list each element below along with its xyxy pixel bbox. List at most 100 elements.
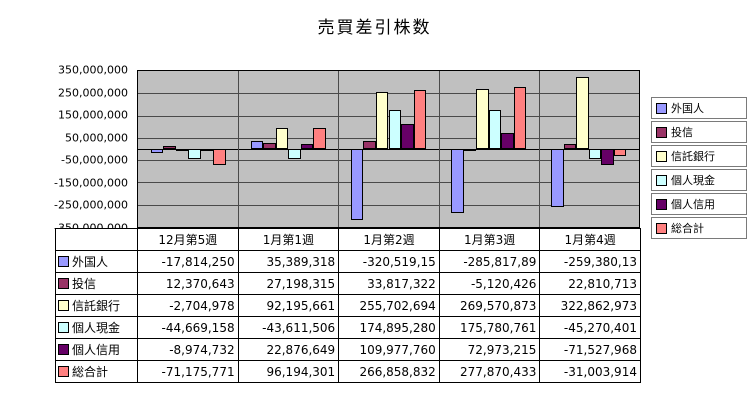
- category-separator: [338, 71, 340, 227]
- value-cell: -71,175,771: [137, 360, 239, 383]
- value-cell: 109,977,760: [338, 338, 440, 361]
- bar-個人信用-12月第5週: [200, 149, 214, 151]
- series-key-外国人-icon: [58, 256, 69, 267]
- bar-外国人-1月第1週: [250, 141, 264, 149]
- series-key: 投信: [58, 275, 134, 292]
- category-separator: [438, 71, 440, 227]
- value-cell: 27,198,315: [237, 272, 340, 295]
- bar-個人信用-1月第2週: [401, 124, 414, 149]
- series-key-個人信用-icon: [58, 344, 69, 355]
- gridline: [138, 160, 639, 162]
- bar-外国人-12月第5週: [150, 149, 164, 153]
- legend-key-投信-icon: [656, 126, 667, 138]
- legend-item-個人信用: 個人信用: [651, 193, 747, 215]
- value-cell: 22,876,649: [237, 338, 340, 361]
- table-header-week: 12月第5週: [137, 228, 239, 251]
- table-row-個人現金: 個人現金 -44,669,158 -43,611,506 174,895,280 175…: [55, 316, 641, 339]
- bar-外国人-1月第2週: [350, 149, 364, 221]
- value-cell: -45,270,401: [539, 316, 641, 339]
- value-cell: -259,380,13: [539, 250, 641, 273]
- value-cell: -8,974,732: [137, 338, 239, 361]
- value-cell: 255,702,694: [338, 294, 440, 317]
- bar-投信-1月第1週: [263, 142, 276, 149]
- series-name-label: 投信: [72, 277, 97, 291]
- legend-item-投信: 投信: [651, 121, 747, 143]
- value-cell: 174,895,280: [338, 316, 440, 339]
- zero-axis-line: [138, 149, 639, 150]
- value-cell: -43,611,506: [237, 316, 340, 339]
- bar-個人現金-1月第4週: [588, 149, 602, 160]
- gridline: [138, 93, 639, 95]
- bar-総合計-12月第5週: [213, 149, 226, 165]
- legend-label: 個人信用: [671, 198, 715, 211]
- value-cell: -285,817,89: [438, 250, 541, 273]
- bar-投信-12月第5週: [163, 146, 176, 149]
- table-row-総合計: 総合計 -71,175,771 96,194,301 266,858,832 277,8…: [55, 360, 641, 383]
- series-key-投信-icon: [58, 278, 69, 289]
- value-cell: 72,973,215: [438, 338, 541, 361]
- plot-area: [137, 70, 640, 228]
- bar-投信-1月第3週: [463, 149, 477, 151]
- legend-label: 総合計: [671, 222, 704, 235]
- y-tick-label: 350,000,000: [58, 63, 128, 77]
- legend-item-信託銀行: 信託銀行: [651, 145, 747, 167]
- series-key: 個人信用: [58, 341, 134, 358]
- series-name-cell: 総合計: [55, 360, 138, 383]
- legend-label: 投信: [671, 126, 693, 139]
- y-tick-label: 250,000,000: [58, 86, 128, 100]
- category-separator: [538, 71, 540, 227]
- value-cell: -44,669,158: [137, 316, 239, 339]
- series-name-label: 総合計: [72, 365, 109, 379]
- value-cell: -5,120,426: [438, 272, 541, 295]
- table-row-個人信用: 個人信用 -8,974,732 22,876,649 109,977,760 72,97…: [55, 338, 641, 361]
- y-tick-label: -50,000,000: [61, 153, 128, 167]
- value-cell: 96,194,301: [237, 360, 340, 383]
- bar-信託銀行-1月第4週: [576, 77, 589, 149]
- series-name-label: 信託銀行: [72, 299, 121, 313]
- legend-item-総合計: 総合計: [651, 217, 747, 239]
- series-key: 個人現金: [58, 319, 134, 336]
- bar-個人信用-1月第4週: [601, 149, 614, 165]
- table-row-信託銀行: 信託銀行 -2,704,978 92,195,661 255,702,694 269,5…: [55, 294, 641, 317]
- table-corner-cell: [55, 228, 138, 251]
- table-row-投信: 投信 12,370,643 27,198,315 33,817,322 -5,120,4…: [55, 272, 641, 295]
- table-header-week: 1月第4週: [539, 228, 641, 251]
- bar-信託銀行-1月第1週: [275, 128, 289, 149]
- series-name-cell: 信託銀行: [55, 294, 138, 317]
- series-name-cell: 個人現金: [55, 316, 138, 339]
- value-cell: 266,858,832: [338, 360, 440, 383]
- y-tick-label: 50,000,000: [65, 131, 128, 145]
- gridline: [138, 204, 639, 206]
- bar-信託銀行-12月第5週: [175, 149, 189, 151]
- table-header-row: 12月第5週 1月第1週 1月第2週 1月第3週 1月第4週: [55, 228, 641, 251]
- bar-外国人-1月第4週: [551, 149, 564, 207]
- bar-個人信用-1月第1週: [300, 143, 314, 149]
- value-cell: -320,519,15: [338, 250, 440, 273]
- bar-個人現金-1月第1週: [288, 149, 301, 159]
- data-table: 12月第5週 1月第1週 1月第2週 1月第3週 1月第4週 外国人 -17,814,250…: [55, 228, 641, 383]
- series-name-cell: 外国人: [55, 250, 138, 273]
- legend-key-個人現金-icon: [656, 174, 667, 186]
- bar-総合計-1月第3週: [513, 87, 527, 149]
- value-cell: -17,814,250: [137, 250, 239, 273]
- legend-label: 個人現金: [671, 174, 715, 187]
- value-cell: -2,704,978: [137, 294, 239, 317]
- bar-個人信用-1月第3週: [501, 132, 514, 149]
- series-key: 総合計: [58, 363, 134, 380]
- series-name-cell: 個人信用: [55, 338, 138, 361]
- y-tick-label: -250,000,000: [54, 198, 128, 212]
- legend-item-個人現金: 個人現金: [651, 169, 747, 191]
- y-axis: 350,000,000 250,000,000 150,000,000 50,000,…: [0, 64, 132, 235]
- value-cell: 35,389,318: [237, 250, 340, 273]
- value-cell: 12,370,643: [137, 272, 239, 295]
- value-cell: 22,810,713: [539, 272, 641, 295]
- legend: 外国人 投信 信託銀行 個人現金 個人信用 総合計: [651, 97, 747, 241]
- chart-title: 売買差引株数: [317, 18, 432, 38]
- y-tick-label: 150,000,000: [58, 108, 128, 122]
- bar-信託銀行-1月第3週: [476, 88, 489, 149]
- legend-key-外国人-icon: [656, 102, 667, 114]
- series-name-label: 個人現金: [72, 321, 121, 335]
- series-key-総合計-icon: [58, 366, 69, 377]
- bar-外国人-1月第3週: [451, 149, 464, 213]
